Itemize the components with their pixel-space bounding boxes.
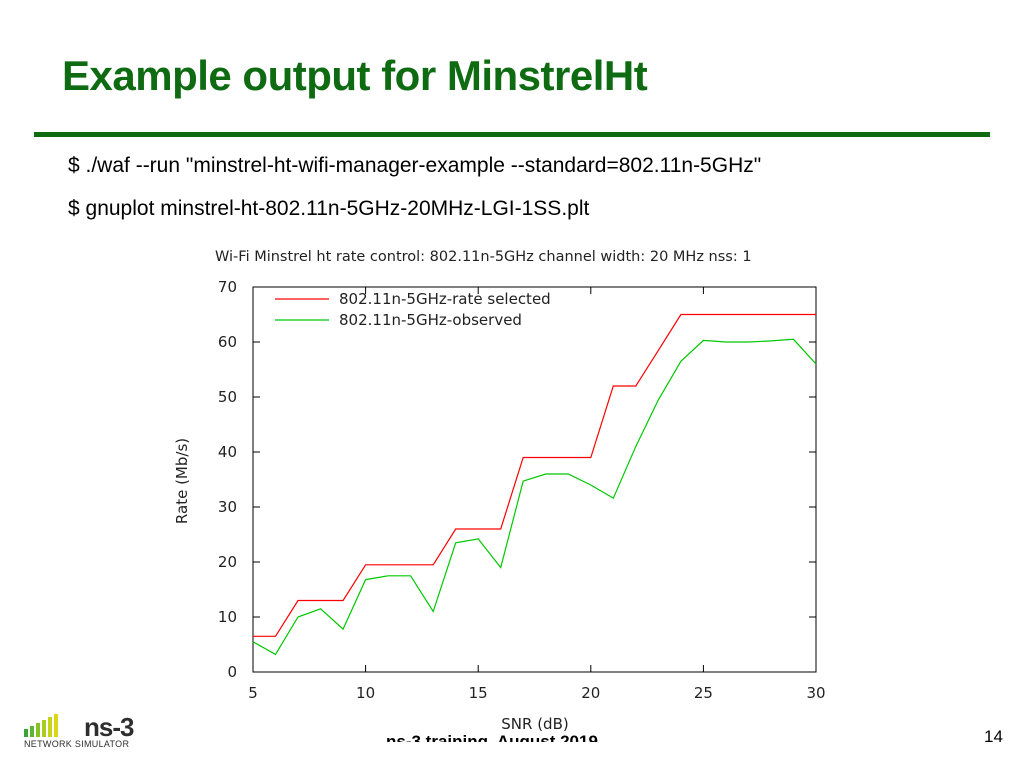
y-tick-label-4: 40 <box>218 443 237 461</box>
x-tick-label-2: 15 <box>469 684 488 702</box>
signal-bars-icon <box>24 714 58 737</box>
y-tick-label-6: 60 <box>218 333 237 351</box>
x-tick-label-3: 20 <box>581 684 600 702</box>
y-tick-label-5: 50 <box>218 388 237 406</box>
y-tick-label-3: 30 <box>218 498 237 516</box>
rate-control-chart: Wi-Fi Minstrel ht rate control: 802.11n-… <box>160 238 860 738</box>
x-tick-label-1: 10 <box>356 684 375 702</box>
y-tick-label-2: 20 <box>218 553 237 571</box>
x-axis-label: SNR (dB) <box>501 715 568 733</box>
ns3-logo: ns-3 NETWORK SIMULATOR <box>24 712 154 752</box>
footer-text: ns-3 training, August 2019 <box>386 732 598 742</box>
y-tick-label-0: 0 <box>227 663 237 681</box>
logo-name: ns-3 <box>84 712 134 742</box>
x-tick-label-4: 25 <box>694 684 713 702</box>
y-tick-label-7: 70 <box>218 278 237 296</box>
plot-frame <box>252 286 817 673</box>
legend-label-1: 802.11n-5GHz-observed <box>339 311 522 329</box>
y-tick-label-1: 10 <box>218 608 237 626</box>
x-tick-label-0: 5 <box>248 684 258 702</box>
x-tick-label-5: 30 <box>806 684 825 702</box>
command-line-gnuplot: $ gnuplot minstrel-ht-802.11n-5GHz-20MHz… <box>68 197 590 220</box>
slide-title: Example output for MinstrelHt <box>62 52 648 99</box>
chart-title: Wi-Fi Minstrel ht rate control: 802.11n-… <box>215 249 752 265</box>
page-number: 14 <box>984 727 1003 746</box>
y-axis-label: Rate (Mb/s) <box>173 438 191 524</box>
chart-svg: Wi-Fi Minstrel ht rate control: 802.11n-… <box>173 249 826 733</box>
title-divider <box>34 132 990 137</box>
series-line-1 <box>252 338 817 656</box>
command-line-waf: $ ./waf --run "minstrel-ht-wifi-manager-… <box>68 154 762 177</box>
logo-subtitle: NETWORK SIMULATOR <box>24 739 130 749</box>
legend-label-0: 802.11n-5GHz-rate selected <box>339 290 551 308</box>
series-line-0 <box>253 313 816 637</box>
